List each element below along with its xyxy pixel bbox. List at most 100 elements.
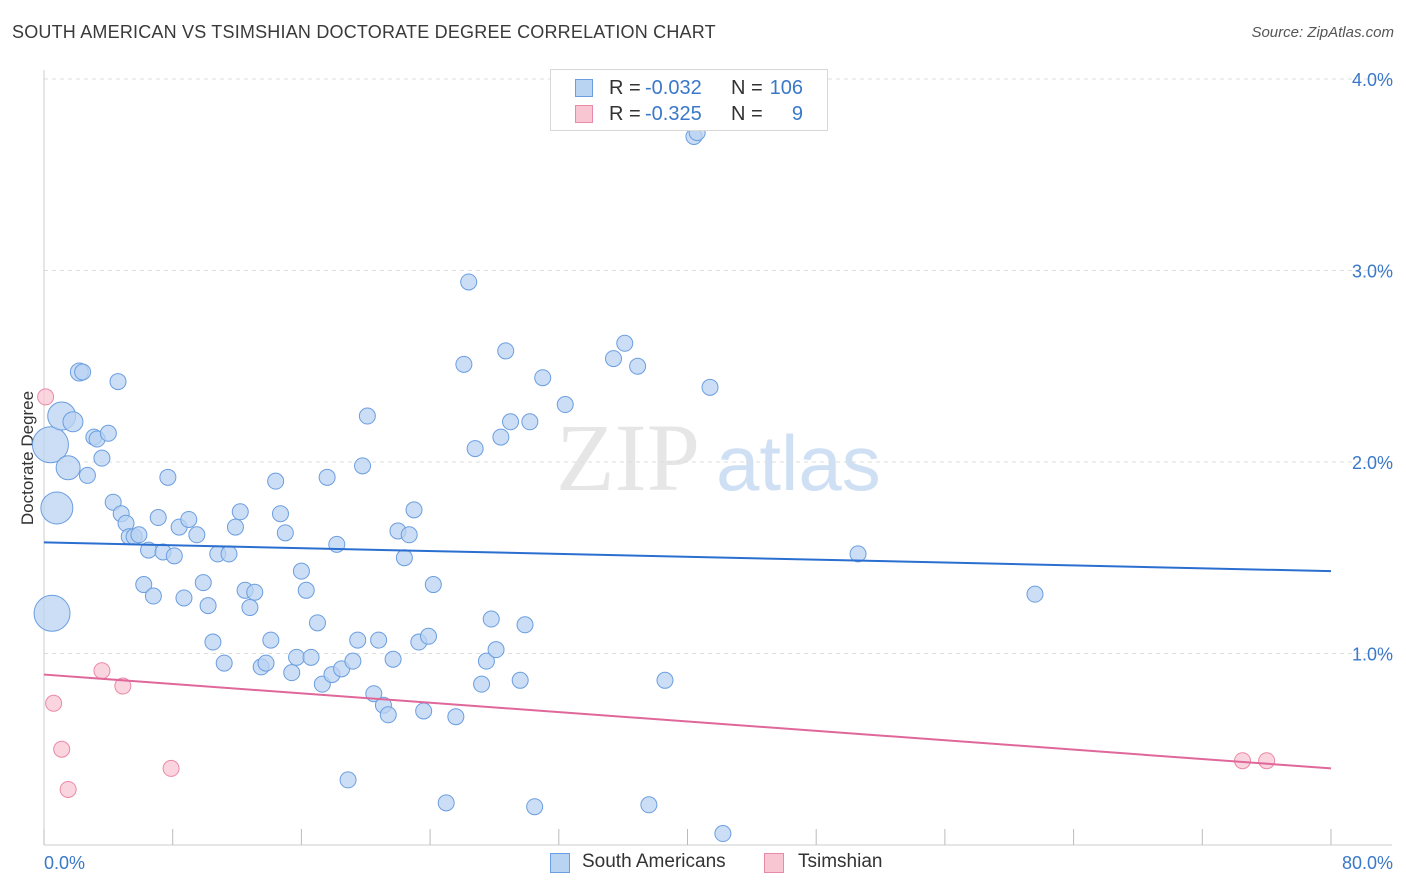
south-americans-point <box>130 526 148 544</box>
south-americans-point <box>629 357 647 375</box>
south-americans-point <box>276 524 294 542</box>
south-americans-point <box>226 518 244 536</box>
legend-r-value: -0.032 <box>645 77 702 99</box>
tsimshian-point <box>93 662 111 680</box>
chart-title: SOUTH AMERICAN VS TSIMSHIAN DOCTORATE DE… <box>12 22 716 42</box>
south-americans-point <box>271 505 289 523</box>
south-americans-point <box>482 610 500 628</box>
legend-row-tsimshian: R = -0.325 N = 9 <box>551 101 827 127</box>
south-americans-point <box>701 378 719 396</box>
legend-label: South Americans <box>582 851 726 872</box>
south-americans-point <box>640 796 658 814</box>
south-americans-point <box>1026 585 1044 603</box>
south-americans-point <box>40 491 74 525</box>
south-americans-point <box>384 650 402 668</box>
south-americans-point <box>31 426 69 464</box>
legend-swatch-blue <box>575 79 593 97</box>
y-tick-label: 1.0% <box>1352 645 1393 665</box>
south-americans-point <box>487 641 505 659</box>
legend-r-label: R = <box>609 103 641 125</box>
south-americans-point <box>497 342 515 360</box>
legend-swatch-pink <box>575 105 593 123</box>
south-americans-point <box>257 654 275 672</box>
south-americans-point <box>318 468 336 486</box>
legend-n-value: 9 <box>791 103 803 125</box>
south-americans-point <box>492 428 510 446</box>
correlation-legend: R = -0.032 N = 106 R = -0.325 N = 9 <box>550 69 828 131</box>
south-americans-point <box>231 503 249 521</box>
legend-swatch-blue <box>550 853 570 873</box>
south-americans-point <box>246 583 264 601</box>
south-americans-point <box>473 675 491 693</box>
south-americans-point <box>283 664 301 682</box>
watermark-zip: ZIP <box>556 404 700 511</box>
south-americans-point <box>656 671 674 689</box>
south-americans-point <box>466 440 484 458</box>
south-americans-trend-line <box>43 541 1332 573</box>
south-americans-point <box>149 509 167 527</box>
legend-n-label: N = <box>731 103 763 125</box>
legend-r-value: -0.325 <box>645 103 702 125</box>
legend-row-south-americans: R = -0.032 N = 106 <box>551 75 827 101</box>
tsimshian-point <box>53 740 71 758</box>
south-americans-point <box>400 526 418 544</box>
south-americans-point <box>308 614 326 632</box>
south-americans-point <box>339 771 357 789</box>
legend-n-value: 106 <box>769 77 803 99</box>
legend-swatch-pink <box>764 853 784 873</box>
south-americans-point <box>415 702 433 720</box>
south-americans-point <box>175 589 193 607</box>
south-americans-point <box>447 708 465 726</box>
legend-label: Tsimshian <box>798 851 883 872</box>
legend-r-label: R = <box>609 77 641 99</box>
legend-n-label: N = <box>731 77 763 99</box>
south-americans-point <box>460 273 478 291</box>
south-americans-point <box>556 396 574 414</box>
south-americans-point <box>194 574 212 592</box>
tsimshian-point <box>162 759 180 777</box>
x-tick-label: 80.0% <box>1342 853 1393 873</box>
south-americans-point <box>370 631 388 649</box>
south-americans-point <box>135 576 153 594</box>
watermark-atlas: atlas <box>716 419 881 507</box>
south-americans-point <box>292 562 310 580</box>
south-americans-point <box>93 449 111 467</box>
south-americans-point <box>159 468 177 486</box>
south-americans-point <box>395 549 413 567</box>
south-americans-point <box>502 413 520 431</box>
south-americans-point <box>215 654 233 672</box>
south-americans-point <box>616 334 634 352</box>
tsimshian-point <box>114 677 132 695</box>
south-americans-point <box>358 407 376 425</box>
south-americans-point <box>477 652 495 670</box>
south-americans-point <box>534 369 552 387</box>
y-tick-label: 3.0% <box>1352 262 1393 282</box>
south-americans-point <box>714 825 732 843</box>
tsimshian-point <box>1258 752 1276 770</box>
y-tick-label: 4.0% <box>1352 70 1393 90</box>
source-note: Source: ZipAtlas.com <box>1251 24 1394 41</box>
south-americans-point <box>419 627 437 645</box>
south-americans-point <box>62 411 84 433</box>
south-americans-point <box>74 363 92 381</box>
south-americans-point <box>379 706 397 724</box>
south-americans-point <box>424 576 442 594</box>
south-americans-point <box>344 652 362 670</box>
x-tick-label: 0.0% <box>44 853 85 873</box>
south-americans-point <box>241 599 259 617</box>
south-americans-point <box>516 616 534 634</box>
south-americans-point <box>455 355 473 373</box>
south-americans-point <box>354 457 372 475</box>
south-americans-point <box>288 648 306 666</box>
south-americans-point <box>180 510 198 528</box>
south-americans-point <box>204 633 222 651</box>
south-americans-point <box>267 472 285 490</box>
south-americans-point <box>297 581 315 599</box>
south-americans-point <box>144 587 162 605</box>
south-americans-point <box>405 501 423 519</box>
tsimshian-point <box>37 388 55 406</box>
south-americans-point <box>199 597 217 615</box>
south-americans-point <box>78 466 96 484</box>
tsimshian-point <box>45 694 63 712</box>
